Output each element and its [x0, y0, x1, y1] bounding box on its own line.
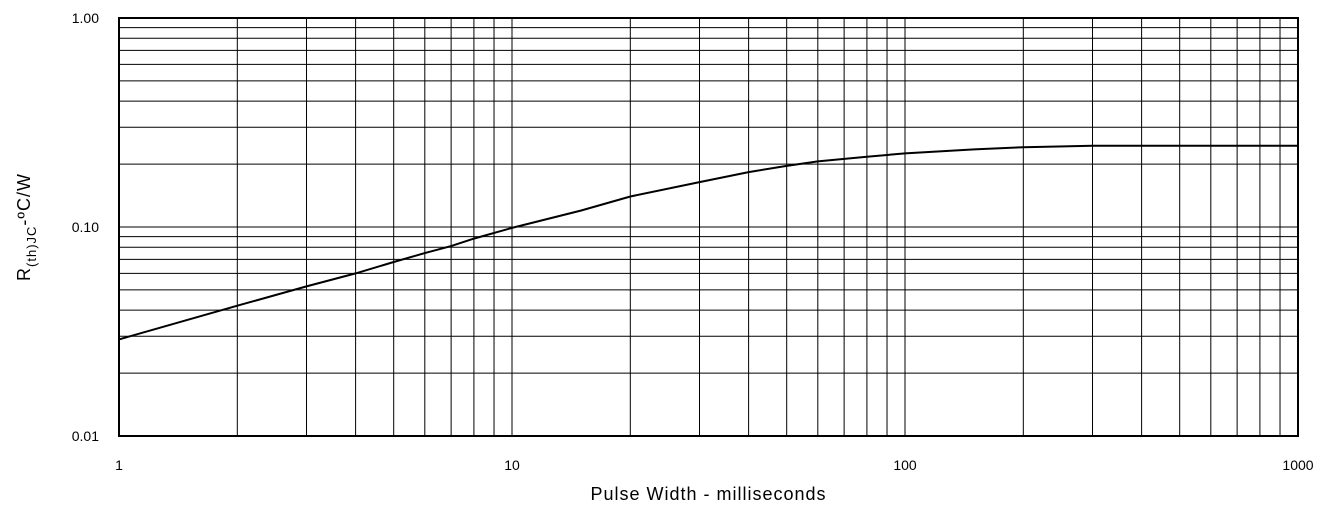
tick-labels: 1 10 100 1000 0.01 0.10 1.00	[72, 10, 1314, 473]
y-axis-title-subscript: (th)JC	[24, 226, 39, 267]
y-axis-title: R(th)JC-ºC/W	[14, 173, 39, 281]
x-axis-title: Pulse Width - milliseconds	[590, 484, 826, 504]
y-axis-title-suffix: -ºC/W	[14, 173, 34, 226]
y-tick-label: 1.00	[72, 10, 99, 26]
y-axis-title-main: R	[14, 267, 34, 281]
x-tick-label: 1000	[1282, 457, 1313, 473]
y-tick-label: 0.01	[72, 428, 99, 444]
series-line	[118, 144, 1298, 341]
x-tick-label: 1	[115, 457, 123, 473]
x-tick-label: 10	[504, 457, 520, 473]
grid	[119, 18, 1298, 436]
y-tick-label: 0.10	[72, 219, 99, 235]
plot-frame	[118, 17, 1299, 437]
x-tick-label: 100	[893, 457, 917, 473]
